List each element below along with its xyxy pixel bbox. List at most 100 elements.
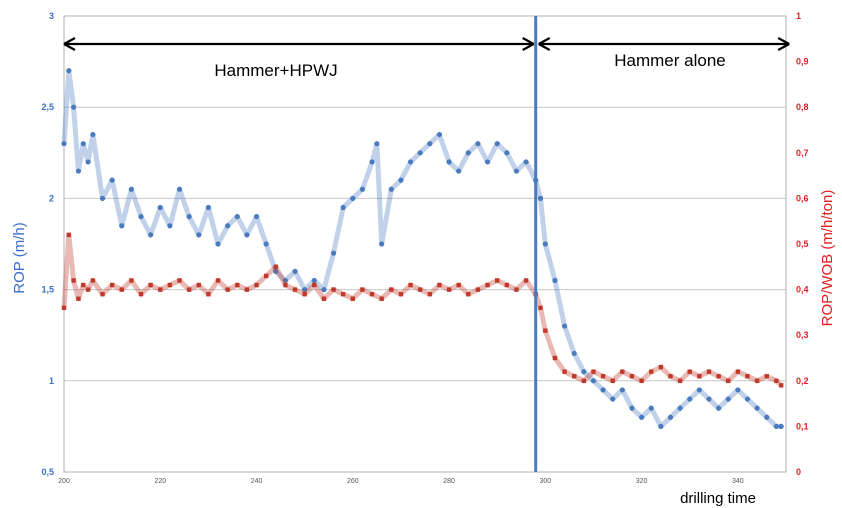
- data-point: [538, 305, 543, 311]
- data-point: [437, 282, 442, 288]
- data-point: [196, 282, 201, 288]
- data-point: [581, 378, 587, 383]
- data-point: [764, 374, 769, 379]
- data-point: [716, 405, 722, 411]
- data-point: [562, 369, 567, 374]
- data-point: [687, 396, 693, 402]
- data-point: [331, 287, 336, 292]
- data-point: [80, 141, 86, 147]
- data-point: [350, 296, 355, 301]
- data-point: [119, 223, 125, 229]
- series-layer: [61, 68, 784, 429]
- data-point: [225, 287, 230, 292]
- data-point: [66, 68, 72, 74]
- data-point: [475, 287, 481, 292]
- data-point: [90, 278, 96, 283]
- data-point: [177, 278, 182, 283]
- data-point: [417, 287, 423, 292]
- data-point: [514, 287, 519, 292]
- data-point: [754, 378, 760, 383]
- data-point: [408, 282, 413, 288]
- data-point: [282, 277, 289, 284]
- data-point: [109, 282, 115, 288]
- data-point: [148, 232, 154, 238]
- data-point: [677, 378, 683, 383]
- data-point: [726, 378, 731, 383]
- data-point: [235, 282, 240, 288]
- annotation-arrow: [63, 37, 535, 51]
- data-point: [754, 405, 760, 411]
- data-point: [764, 414, 770, 420]
- data-point: [76, 296, 81, 301]
- data-point: [446, 159, 452, 165]
- data-point: [253, 214, 260, 220]
- y-tick-label-left: 1,5: [41, 285, 54, 295]
- data-point: [537, 195, 544, 201]
- x-axis-label: drilling time: [680, 490, 756, 507]
- data-point: [302, 287, 308, 293]
- data-point: [696, 387, 702, 393]
- data-point: [778, 383, 784, 388]
- y-tick-label-right: 0,1: [796, 421, 809, 431]
- data-point: [389, 287, 394, 292]
- data-point: [485, 282, 490, 288]
- data-point: [774, 378, 779, 383]
- data-point: [648, 405, 654, 411]
- data-point: [81, 282, 86, 288]
- data-point: [552, 277, 558, 284]
- data-point: [71, 278, 76, 283]
- data-point: [513, 168, 520, 174]
- data-point: [186, 287, 192, 292]
- annotation-arrow: [538, 37, 790, 51]
- plot-area-border: [63, 15, 787, 473]
- y-axis-label-left: ROP (m/h): [11, 222, 28, 293]
- data-point: [263, 273, 269, 279]
- data-point: [735, 369, 741, 374]
- data-point: [543, 328, 548, 333]
- data-point: [225, 223, 231, 229]
- data-point: [639, 414, 645, 420]
- y-tick-label-left: 1: [49, 376, 54, 386]
- x-tick-label: 220: [154, 478, 166, 485]
- data-point: [302, 291, 307, 297]
- data-point: [523, 278, 529, 283]
- data-point: [677, 405, 683, 411]
- data-point: [206, 291, 211, 297]
- data-point: [109, 177, 115, 183]
- data-point: [716, 374, 721, 379]
- x-tick-label: 260: [347, 478, 359, 485]
- data-point: [244, 232, 250, 238]
- data-point: [407, 159, 414, 165]
- x-tick-label: 300: [539, 478, 551, 485]
- y-tick-label-right: 0,7: [796, 148, 809, 158]
- data-point: [359, 186, 366, 192]
- annotation-label: Hammer+HPWJ: [214, 61, 337, 80]
- data-point: [687, 369, 692, 374]
- data-point: [379, 296, 384, 301]
- data-point: [706, 369, 712, 374]
- data-point: [176, 186, 183, 192]
- axis-tick-labels: 0,5 1 1,5 2 2,5 3 0 0,1 0,2 0,3 0,4 0,5 0,6 0,7 0,8 0,9…: [41, 11, 808, 485]
- data-point: [398, 291, 404, 297]
- data-point: [446, 287, 452, 292]
- data-point: [321, 296, 327, 301]
- y-tick-label-right: 0,2: [796, 376, 809, 386]
- data-point: [456, 168, 462, 174]
- x-tick-label: 340: [732, 478, 744, 485]
- data-point: [456, 282, 461, 288]
- data-point: [75, 168, 82, 174]
- annotation-label: Hammer alone: [614, 51, 726, 70]
- data-point: [744, 396, 751, 402]
- data-point: [340, 204, 346, 211]
- data-point: [591, 369, 596, 374]
- series-left-axis: [61, 68, 784, 429]
- data-point: [658, 423, 664, 429]
- data-point: [100, 291, 105, 297]
- y-axis-label-right: ROP/WOB (m/h/ton): [819, 190, 836, 327]
- data-point: [158, 287, 163, 292]
- data-point: [138, 291, 144, 297]
- data-point: [379, 241, 385, 247]
- grid-lines: [64, 15, 786, 473]
- data-point: [504, 150, 510, 156]
- data-point: [254, 282, 259, 288]
